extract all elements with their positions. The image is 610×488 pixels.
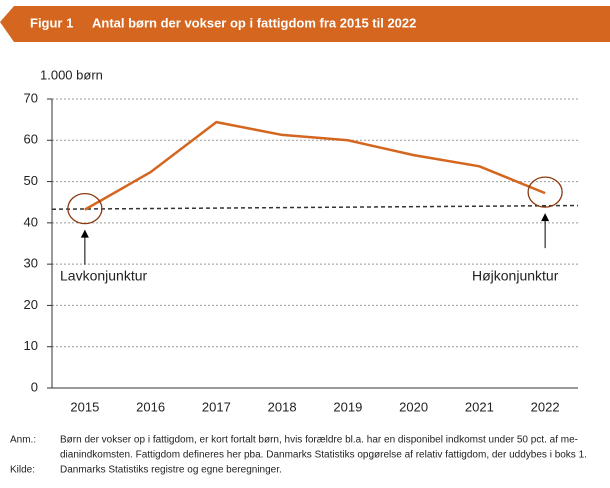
note-label: Anm.: xyxy=(10,435,36,446)
y-tick-label: 10 xyxy=(24,338,38,353)
arrow-head xyxy=(80,229,89,238)
x-tick-label: 2022 xyxy=(531,399,560,414)
plot: 0 10 20 30 40 50 60 70 2015 2016 2017 2018 2019 2020 2… xyxy=(24,90,579,414)
annotation: Lavkonjunktur xyxy=(60,268,148,284)
x-tick-label: 2016 xyxy=(136,399,165,414)
y-tick-label: 40 xyxy=(24,214,38,229)
x-tick-label: 2017 xyxy=(202,399,231,414)
x-tick-label: 2015 xyxy=(70,399,99,414)
line-series xyxy=(84,120,546,211)
y-axis-label: 1.000 børn xyxy=(40,67,103,82)
header-banner xyxy=(0,6,610,42)
highlight-circle xyxy=(67,192,103,225)
figure-label: Figur 1 xyxy=(30,15,73,30)
source-label: Kilde: xyxy=(10,465,35,476)
x-tick-label: 2018 xyxy=(268,399,297,414)
annotation: Højkonjunktur xyxy=(472,268,559,284)
figure-title: Antal børn der vokser op i fattigdom fra… xyxy=(92,15,416,30)
highlight-circle xyxy=(527,176,563,208)
y-tick-label: 60 xyxy=(24,132,38,147)
y-tick-label: 0 xyxy=(31,379,38,394)
x-tick-label: 2021 xyxy=(465,399,494,414)
trend-line xyxy=(51,204,579,210)
y-tick-label: 50 xyxy=(24,173,38,188)
note-text: Børn der vokser op i fattigdom, er kort … xyxy=(60,435,578,446)
note-text: dianindkomsten. Fattigdom defineres her … xyxy=(60,450,587,461)
y-tick-label: 70 xyxy=(24,90,38,105)
x-tick-label: 2019 xyxy=(333,399,362,414)
y-tick-label: 20 xyxy=(24,297,38,312)
x-tick-label: 2020 xyxy=(399,399,428,414)
y-tick-label: 30 xyxy=(24,256,38,271)
source-text: Danmarks Statistiks registre og egne ber… xyxy=(60,465,282,476)
arrow-head xyxy=(541,213,550,222)
